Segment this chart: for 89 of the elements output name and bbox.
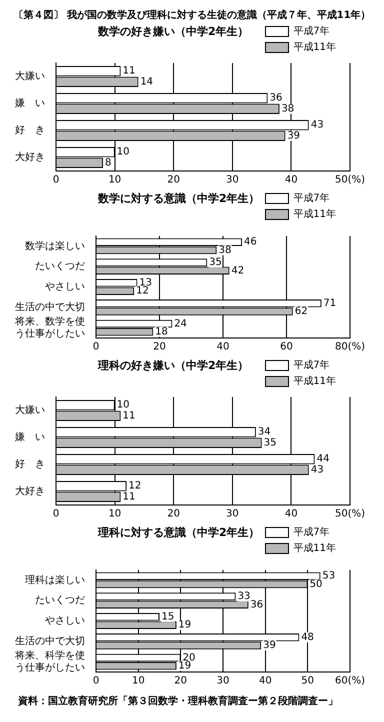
data-label: 14 xyxy=(140,76,154,88)
data-label: 24 xyxy=(174,318,187,330)
data-label: 36 xyxy=(250,599,264,610)
x-tick-label: 20 xyxy=(153,342,166,353)
data-label: 43 xyxy=(310,120,324,131)
y-tick-label: 嫌 い xyxy=(15,431,45,444)
data-label: 71 xyxy=(323,298,336,309)
data-label: 62 xyxy=(294,306,308,318)
data-label: 34 xyxy=(258,426,271,438)
data-label: 50 xyxy=(310,578,322,590)
data-label: 39 xyxy=(263,640,276,652)
y-tick-label: 将来、数学を使う仕事がしたい xyxy=(14,315,85,340)
y-tick-label: 嫌 い xyxy=(15,97,45,110)
data-label: 33 xyxy=(238,591,250,602)
x-tick-label: 10 xyxy=(108,174,122,186)
data-label: 11 xyxy=(122,491,136,502)
text: 資料：国立教育研究所「第３回数学・理科教育調査ー第２段階調査ー」 xyxy=(17,694,339,708)
y-tick-label: 生活の中で大切 xyxy=(15,634,85,647)
data-label: 38 xyxy=(281,103,294,114)
data-label: 10 xyxy=(116,146,130,158)
x-tick-label: 40 xyxy=(216,342,230,353)
y-tick-label: 生活の中で大切 xyxy=(15,300,85,313)
x-tick-label: 0 xyxy=(92,342,100,353)
legend-label: 平成11年 xyxy=(293,542,336,555)
x-tick-label: 20 xyxy=(167,508,180,520)
data-label: 48 xyxy=(301,632,314,643)
y-tick-label: 好 き xyxy=(15,459,45,470)
chart-title: 〔第４図〕 我が国の数学及び理科に対する生徒の意識（平成７年、平成11年） xyxy=(12,8,372,22)
data-label: 8 xyxy=(105,157,112,168)
text: 平成7年 xyxy=(293,358,330,372)
text: 平成7年 xyxy=(293,24,330,38)
chart-title: 理科の好き嫌い（中学2年生） xyxy=(98,358,249,373)
data-label: 46 xyxy=(244,236,257,248)
data-label: 12 xyxy=(128,480,142,492)
x-tick-label: 50(%) xyxy=(334,174,366,186)
data-label: 11 xyxy=(122,66,136,77)
y-tick-label: 大好き xyxy=(15,151,45,164)
data-label: 35 xyxy=(209,257,222,268)
text: 平成7年 xyxy=(293,192,330,205)
x-tick-label: 50(%) xyxy=(334,508,366,520)
data-label: 35 xyxy=(264,437,277,448)
legend-label: 平成11年 xyxy=(293,374,336,388)
x-tick-label: 60(%) xyxy=(334,676,366,687)
x-tick-label: 0 xyxy=(52,174,60,186)
data-label: 15 xyxy=(162,612,174,623)
x-tick-label: 60 xyxy=(280,342,293,353)
data-label: 38 xyxy=(218,244,232,256)
y-tick-label: 大嫌い xyxy=(15,404,45,416)
y-tick-label: 好 き xyxy=(15,125,45,136)
data-label: 11 xyxy=(122,410,136,422)
data-label: 18 xyxy=(155,326,168,338)
x-tick-label: 20 xyxy=(167,174,180,186)
y-tick-label: やさしい xyxy=(45,282,85,293)
y-tick-label: 理科は楽しい xyxy=(25,574,85,586)
data-label: 19 xyxy=(178,620,192,631)
y-tick-label: 大嫌い xyxy=(15,70,45,82)
x-tick-label: 30 xyxy=(226,508,239,520)
data-label: 36 xyxy=(270,92,282,104)
data-label: 44 xyxy=(316,454,330,465)
y-tick-label: たいくつだ xyxy=(35,261,85,272)
x-tick-label: 40 xyxy=(258,676,272,687)
x-tick-label: 40 xyxy=(284,508,298,520)
y-tick-label: 大好き xyxy=(15,485,45,498)
data-label: 19 xyxy=(178,660,192,672)
x-tick-label: 30 xyxy=(226,174,239,186)
x-tick-label: 10 xyxy=(132,676,145,687)
data-label: 43 xyxy=(310,464,324,476)
text: 平成7年 xyxy=(293,526,330,539)
x-tick-label: 20 xyxy=(174,676,188,687)
x-tick-label: 0 xyxy=(52,508,60,520)
y-tick-label: たいくつだ xyxy=(35,595,85,606)
data-label: 53 xyxy=(322,570,336,582)
chart-title: 理科に対する意識（中学2年生） xyxy=(98,525,260,540)
x-tick-label: 30 xyxy=(216,676,230,687)
x-tick-label: 80(%) xyxy=(334,342,366,353)
x-tick-label: 10 xyxy=(108,508,122,520)
data-label: 10 xyxy=(116,400,130,411)
x-tick-label: 50 xyxy=(301,676,314,687)
x-tick-label: 0 xyxy=(92,676,100,687)
x-tick-label: 40 xyxy=(284,174,298,186)
data-label: 39 xyxy=(287,130,300,142)
legend-label: 平成11年 xyxy=(293,40,336,54)
chart-title: 数学に対する意識（中学2年生） xyxy=(98,191,260,206)
y-tick-label: やさしい xyxy=(45,616,85,627)
data-label: 42 xyxy=(231,265,244,276)
chart-subtitle: 数学の好き嫌い（中学2年生） xyxy=(98,24,249,39)
y-tick-label: 将来、科学を使う仕事がしたい xyxy=(14,649,85,674)
y-tick-label: 数学は楽しい xyxy=(25,240,85,252)
legend-label: 平成11年 xyxy=(293,208,336,221)
